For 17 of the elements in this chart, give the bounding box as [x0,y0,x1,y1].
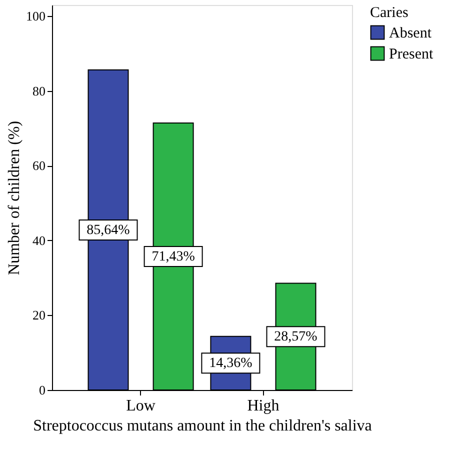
data-label: 85,64% [86,222,130,238]
y-tick-label: 0 [39,382,46,398]
data-label: 14,36% [209,356,253,372]
y-tick-label: 40 [32,232,46,248]
x-tick-label: Low [126,398,156,414]
legend-label: Present [389,46,434,62]
x-axis-title: Streptococcus mutans amount in the children's saliva [33,418,372,434]
data-label: 71,43% [152,250,196,264]
y-axis-title: Number of children (%) [6,120,23,276]
y-tick-label: 100 [26,8,46,24]
legend-title: Caries [370,5,408,21]
y-tick-label: 60 [32,158,46,174]
legend-label: Absent [389,26,432,42]
y-tick-label: 80 [32,83,46,98]
y-tick-label: 20 [32,308,46,323]
data-label: 28,57% [274,330,318,345]
x-tick-label: High [247,398,280,414]
